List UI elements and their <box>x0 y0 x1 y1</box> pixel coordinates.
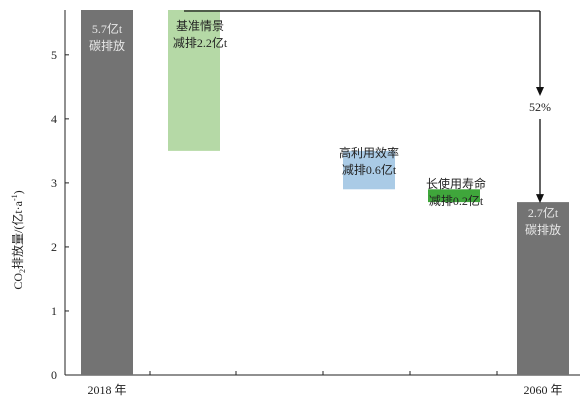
x-tick-label-2060: 2060 年 <box>523 383 562 397</box>
bar-2 <box>343 150 395 190</box>
axes: 0 1 2 3 4 5 2018 年 2060 年 <box>51 10 580 397</box>
y-tick-label: 1 <box>51 304 57 318</box>
bar-label-0-line2: 碳排放 <box>89 38 125 53</box>
bar-1 <box>168 10 220 151</box>
bar-3 <box>428 189 480 203</box>
bar-label-3-line2: 减排0.2亿t <box>429 193 484 208</box>
bar-label-0-line1: 5.7亿t <box>92 21 123 36</box>
y-tick-label: 2 <box>51 240 57 254</box>
y-tick-label: 3 <box>51 176 57 190</box>
bar-0 <box>81 10 133 375</box>
x-tick-label-2018: 2018 年 <box>87 383 126 397</box>
annotation-percent: 52% <box>529 100 551 114</box>
bar-label-2-line2: 减排0.6亿t <box>342 162 397 177</box>
y-axis-title-sup: -1 <box>10 194 19 201</box>
y-axis-title-unit: 排放量/(亿t·a <box>10 200 25 269</box>
bars <box>81 10 569 375</box>
bar-label-4-line2: 碳排放 <box>525 222 561 237</box>
y-axis-title-sub: 2 <box>18 269 27 273</box>
annotation-arrow-2-head <box>536 194 544 204</box>
y-axis-title-co: CO <box>11 273 25 290</box>
y-tick-label: 0 <box>51 368 57 382</box>
bar-label-1-line1: 基准情景 <box>176 19 224 33</box>
bar-4 <box>517 202 569 375</box>
annotation-arrow-1-head <box>536 87 544 96</box>
bar-label-3-line1: 长使用寿命 <box>426 176 486 191</box>
bar-label-1-line2: 减排2.2亿t <box>173 35 228 50</box>
y-axis-title: CO2排放量/(亿t·a-1) <box>10 190 27 289</box>
y-tick-label: 5 <box>51 48 57 62</box>
y-axis-title-close: ) <box>11 190 25 194</box>
y-tick-label: 4 <box>51 112 57 126</box>
bar-label-4-line1: 2.7亿t <box>528 205 559 220</box>
annotation: 52% <box>184 10 551 204</box>
bar-label-2-line1: 高利用效率 <box>339 145 399 160</box>
